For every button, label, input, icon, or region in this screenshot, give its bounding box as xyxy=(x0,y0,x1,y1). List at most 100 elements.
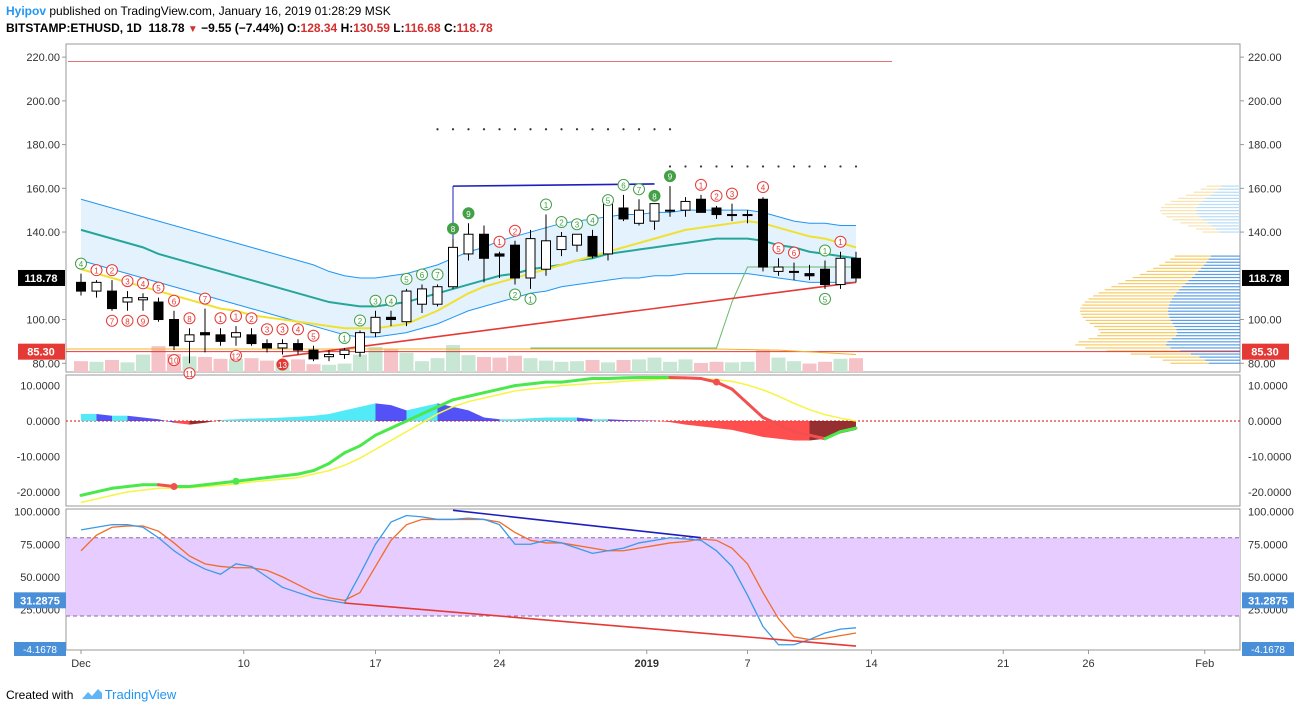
volume-profile-bar xyxy=(1193,191,1215,193)
volume-bar xyxy=(182,356,197,372)
volume-bar xyxy=(787,361,801,372)
volume-profile-bar xyxy=(1174,325,1240,328)
x-tick-label: 10 xyxy=(238,658,250,670)
momentum-main-line xyxy=(79,490,98,497)
momentum-main-line xyxy=(482,387,501,395)
volume-profile-bar xyxy=(1176,292,1240,294)
momentum-main-line xyxy=(358,433,377,448)
momentum-histogram xyxy=(81,413,97,422)
momentum-histogram xyxy=(592,419,608,422)
volume-profile-bar xyxy=(1202,231,1220,233)
candle xyxy=(463,233,474,255)
signal-dot xyxy=(668,128,672,131)
td-marker xyxy=(819,292,831,305)
candle xyxy=(324,354,334,358)
candle xyxy=(479,233,489,259)
y-tick-label: 75.0000 xyxy=(1248,539,1288,551)
candle xyxy=(665,209,675,212)
volume-profile-bar xyxy=(1185,283,1240,285)
volume-bar xyxy=(384,349,398,372)
tradingview-brand[interactable]: TradingView xyxy=(104,687,177,702)
candle xyxy=(541,240,551,270)
volume-profile-bar xyxy=(1200,188,1219,190)
tradingview-logo-icon[interactable] xyxy=(81,688,103,703)
volume-profile-bar xyxy=(1221,185,1240,187)
y-tick-label: 180.00 xyxy=(1248,140,1282,152)
stoch-last-badge xyxy=(14,592,66,609)
volume-profile-bar xyxy=(1085,347,1171,349)
volume-profile-bar xyxy=(1167,341,1240,343)
td-marker-label: 13 xyxy=(278,361,287,370)
volume-profile-bar xyxy=(1200,267,1240,269)
volume-profile-bar xyxy=(1088,298,1172,300)
td-marker xyxy=(571,218,583,231)
volume-profile-bar xyxy=(1168,310,1240,312)
volume-profile-bar xyxy=(1168,313,1240,315)
signal-dot xyxy=(451,128,455,131)
candle xyxy=(169,319,179,347)
td-marker-label: 1 xyxy=(544,201,549,210)
momentum-histogram xyxy=(298,415,314,422)
candle xyxy=(494,253,505,257)
volume-profile-bar xyxy=(1162,359,1206,361)
signal-dot xyxy=(606,128,610,131)
td-marker-label: 7 xyxy=(637,186,642,195)
support-price-badge-label: 85.30 xyxy=(27,347,55,359)
td-marker xyxy=(369,294,382,307)
volume-bar xyxy=(740,361,755,372)
volume-bar xyxy=(523,358,538,372)
momentum-histogram xyxy=(282,416,298,422)
volume-profile-bar xyxy=(1170,200,1202,203)
signal-dot xyxy=(668,165,672,168)
green-step-line xyxy=(530,266,856,349)
momentum-histogram xyxy=(236,418,252,422)
momentum-main-line xyxy=(792,430,811,437)
momentum-histogram xyxy=(654,420,670,423)
last-price-badge-label: 118.78 xyxy=(24,273,57,285)
td-marker xyxy=(106,264,118,277)
momentum-histogram xyxy=(515,418,531,422)
volume-bar xyxy=(213,358,228,372)
volume-profile-bar xyxy=(1190,353,1240,355)
volume-profile-bar xyxy=(1218,188,1240,190)
momentum-main-line xyxy=(684,376,703,381)
td-marker xyxy=(90,264,103,277)
td-marker-label: 5 xyxy=(776,245,781,254)
volume-profile-bar xyxy=(1082,304,1169,306)
volume-profile-bar xyxy=(1080,307,1169,309)
momentum-main-line xyxy=(808,433,827,441)
volume-profile-bar xyxy=(1161,213,1198,215)
volume-profile-bar xyxy=(1210,255,1240,257)
y-tick-label: 200.00 xyxy=(26,96,60,108)
volume-profile-bar xyxy=(1171,298,1240,300)
volume-profile-bar xyxy=(1164,203,1199,206)
last-price-badge xyxy=(1242,269,1289,286)
td-marker-label: 8 xyxy=(187,315,192,324)
low-value: 116.68 xyxy=(404,21,441,35)
y-tick-label: -20.0000 xyxy=(17,487,60,499)
volume-bar xyxy=(492,357,507,372)
volume-profile-bar xyxy=(1198,203,1240,206)
td-marker-label: 3 xyxy=(373,297,378,306)
td-marker xyxy=(819,244,831,257)
candle xyxy=(835,257,846,286)
volume-bar xyxy=(554,361,569,372)
momentum-main-line xyxy=(327,451,346,466)
candle xyxy=(773,266,784,272)
candle xyxy=(696,198,706,213)
momentum-cross-dot xyxy=(170,483,178,491)
td-marker-label: 2 xyxy=(110,267,115,276)
volume-profile-bar xyxy=(1179,350,1240,352)
stoch-last-badge-label: 31.2875 xyxy=(1248,595,1288,607)
td-marker-label: 9 xyxy=(466,210,471,219)
volume-bar xyxy=(198,357,212,372)
volume-profile-bar xyxy=(1196,210,1240,212)
volume-bar xyxy=(120,362,135,372)
momentum-main-line xyxy=(250,476,269,481)
volume-profile-bar xyxy=(1166,216,1200,218)
candle xyxy=(200,332,210,336)
author-name[interactable]: Hyipov xyxy=(6,4,47,18)
candle xyxy=(138,297,148,301)
volume-profile-bar xyxy=(1208,258,1240,260)
